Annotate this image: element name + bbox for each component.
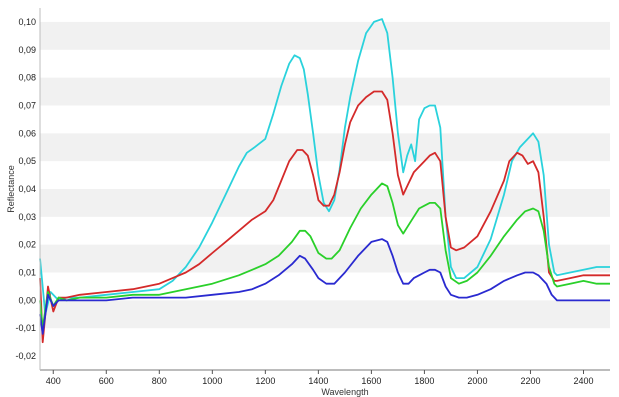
grid-band bbox=[40, 300, 610, 329]
grid-band bbox=[40, 189, 610, 217]
series-line bbox=[39, 90, 610, 344]
y-tick-label: 0,02 bbox=[18, 240, 36, 250]
y-tick-label: -0,01 bbox=[15, 323, 36, 333]
x-axis-band bbox=[0, 370, 619, 397]
grid-band bbox=[40, 21, 610, 50]
y-tick-label: 0,08 bbox=[18, 73, 36, 83]
x-tick-label: 2400 bbox=[573, 376, 593, 386]
x-tick-label: 1000 bbox=[202, 376, 222, 386]
x-tick-label: 600 bbox=[99, 376, 114, 386]
y-axis-title: Reflectance bbox=[6, 165, 16, 213]
y-tick-label: -0,02 bbox=[15, 351, 36, 361]
y-tick-label: 0,01 bbox=[18, 268, 36, 278]
y-tick-label: 0,00 bbox=[18, 295, 36, 305]
x-tick-label: 400 bbox=[46, 376, 61, 386]
x-tick-label: 1400 bbox=[308, 376, 328, 386]
x-tick-label: 2000 bbox=[467, 376, 487, 386]
x-tick-label: 1600 bbox=[361, 376, 381, 386]
series-line bbox=[39, 182, 610, 330]
x-tick-label: 1200 bbox=[255, 376, 275, 386]
x-tick-label: 2200 bbox=[520, 376, 540, 386]
y-tick-label: 0,10 bbox=[18, 17, 36, 27]
y-tick-label: 0,09 bbox=[18, 45, 36, 55]
grid-band bbox=[40, 77, 610, 106]
y-axis-ticks: -0,02 -0,01 0,00 0,01 0,02 0,03 0,04 0,05 0,06 0,… bbox=[15, 17, 36, 361]
y-tick-label: 0,03 bbox=[18, 212, 36, 222]
y-tick-label: 0,06 bbox=[18, 128, 36, 138]
y-tick-label: 0,07 bbox=[18, 100, 36, 110]
x-axis: 400 600 800 1000 1200 1400 1600 1800 2000 2200 240… bbox=[0, 8, 619, 397]
series-line bbox=[39, 238, 610, 335]
x-axis-title: Wavelength bbox=[321, 387, 368, 397]
x-tick-label: 800 bbox=[152, 376, 167, 386]
y-tick-label: 0,05 bbox=[18, 156, 36, 166]
y-tick-label: 0,04 bbox=[18, 184, 36, 194]
series-line bbox=[39, 18, 610, 316]
x-tick-label: 1800 bbox=[414, 376, 434, 386]
grid-band bbox=[40, 133, 610, 162]
series-layer bbox=[39, 18, 610, 344]
